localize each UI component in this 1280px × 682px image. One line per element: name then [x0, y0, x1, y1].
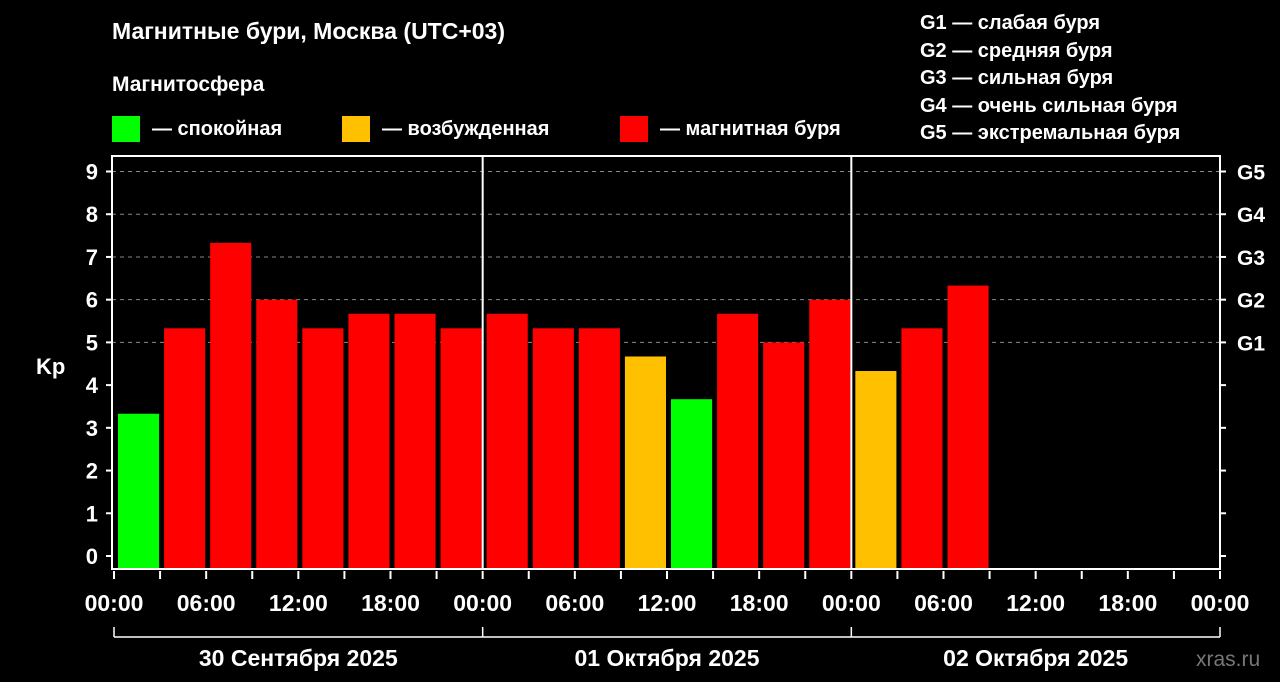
x-tick-label: 12:00 — [638, 590, 697, 616]
g-level-label: G1 — [1237, 332, 1265, 355]
y-tick-label: 9 — [86, 160, 98, 185]
legend-active: — возбужденная — [342, 116, 549, 142]
legend-quiet: — спокойная — [112, 116, 282, 142]
x-tick-label: 00:00 — [822, 590, 881, 616]
scale-g1: G1 — слабая буря — [920, 12, 1101, 34]
day-label: 30 Сентября 2025 — [199, 645, 398, 671]
legend-label: — магнитная буря — [660, 117, 841, 140]
y-tick-label: 5 — [86, 330, 98, 355]
bar — [164, 328, 206, 569]
x-tick-label: 00:00 — [1191, 590, 1250, 616]
bar — [256, 299, 298, 569]
day-label: 02 Октября 2025 — [943, 645, 1128, 671]
bar — [302, 328, 344, 569]
y-tick-label: 6 — [86, 288, 98, 313]
x-tick-label: 06:00 — [914, 590, 973, 616]
y-tick-label: 3 — [86, 416, 98, 441]
bar — [763, 342, 805, 569]
storm-scale: G1 — слабая буря G2 — средняя буря G3 — … — [920, 10, 1180, 148]
bar — [394, 313, 436, 569]
y-tick-label: 2 — [86, 459, 98, 484]
g-level-label: G5 — [1237, 162, 1265, 185]
x-tick-label: 18:00 — [361, 590, 420, 616]
bar — [671, 399, 713, 569]
legend-label: — возбужденная — [382, 117, 550, 140]
bar — [947, 285, 989, 569]
x-tick-label: 18:00 — [730, 590, 789, 616]
y-tick-label: 0 — [86, 544, 98, 569]
legend-swatch-active — [342, 116, 370, 142]
y-tick-label: 8 — [86, 202, 98, 227]
plot-frame — [111, 155, 1221, 570]
legend-swatch-quiet — [112, 116, 140, 142]
g-level-label: G3 — [1237, 247, 1265, 270]
legend-storm: — магнитная буря — [620, 116, 841, 142]
y-axis-label: Kp — [36, 354, 65, 379]
legend-title: Магнитосфера — [112, 73, 265, 96]
g-level-label: G2 — [1237, 290, 1265, 313]
x-tick-label: 06:00 — [545, 590, 604, 616]
scale-g4: G4 — очень сильная буря — [920, 94, 1178, 117]
x-tick-label: 12:00 — [269, 590, 328, 616]
bar — [440, 328, 482, 569]
g-level-label: G4 — [1237, 204, 1265, 227]
x-tick-label: 18:00 — [1098, 590, 1157, 616]
bar — [717, 313, 759, 569]
bar — [901, 328, 943, 569]
bar — [855, 371, 897, 569]
x-tick-label: 06:00 — [177, 590, 236, 616]
y-tick-label: 7 — [86, 245, 98, 270]
bar — [809, 299, 851, 569]
x-tick-label: 12:00 — [1006, 590, 1065, 616]
y-tick-label: 4 — [86, 373, 99, 398]
x-tick-label: 00:00 — [85, 590, 144, 616]
legend-label: — спокойная — [152, 117, 283, 140]
x-tick-label: 00:00 — [453, 590, 512, 616]
scale-g5: G5 — экстремальная буря — [920, 122, 1181, 144]
bar — [486, 313, 528, 569]
bar — [348, 313, 390, 569]
scale-g2: G2 — средняя буря — [920, 39, 1113, 62]
bar — [532, 328, 574, 569]
watermark: xras.ru — [1196, 648, 1260, 671]
bar — [118, 413, 160, 569]
bar — [624, 356, 666, 569]
bar — [210, 242, 252, 569]
scale-g3: G3 — сильная буря — [920, 67, 1114, 89]
y-tick-label: 1 — [86, 501, 98, 526]
day-label: 01 Октября 2025 — [575, 645, 760, 671]
chart-title: Магнитные бури, Москва (UTC+03) — [112, 18, 506, 44]
legend-swatch-storm — [620, 116, 648, 142]
bar — [578, 328, 620, 569]
